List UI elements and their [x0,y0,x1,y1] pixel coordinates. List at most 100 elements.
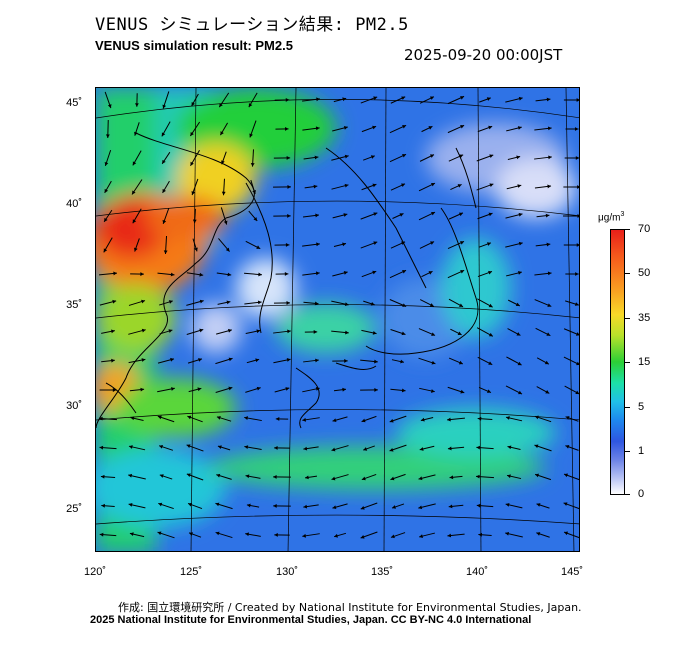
coastlines [96,132,479,429]
wind-arrow-head [104,217,108,222]
wind-arrow-head [575,272,579,276]
wind-arrow-head [107,104,112,109]
wind-arrow-head [517,126,522,130]
wind-arrow-head [104,188,109,193]
wind-arrow-head [374,359,378,364]
wind-arrow-head [373,241,378,245]
wind-arrow-head [518,390,523,395]
wind-arrow-head [373,212,378,216]
wind-arrow-head [565,416,570,420]
wind-arrow-head [428,126,433,130]
lat-label: 30˚ [66,400,82,412]
wind-arrow-head [563,502,568,506]
wind-arrow-head [564,531,569,536]
wind-arrow-head [134,103,139,107]
wind-arrow-head [315,271,320,276]
wind-arrow-head [191,101,196,106]
wind-arrow-head [171,387,175,391]
lon-label: 130˚ [275,566,299,578]
wind-arrow-head [162,219,167,224]
wind-arrow-head [245,474,250,479]
forecast-timestamp: 2025-09-20 00:00JST [404,46,563,64]
wind-arrow-head [460,96,465,100]
wind-arrow-head [360,505,365,510]
wind-arrow-head [546,242,551,247]
wind-arrow-head [486,389,491,393]
wind-arrow-head [401,183,406,188]
wind-arrow-head [255,358,260,363]
wind-arrow-head [458,360,463,365]
wind-arrow-head [505,531,510,536]
wind-arrow-head [256,329,261,334]
wind-arrow-head [535,473,540,478]
colorbar-tick [625,318,630,319]
colorbar-label: 35 [638,312,651,324]
lon-label: 145˚ [560,566,584,578]
wind-arrow-head [429,96,434,100]
lon-label: 135˚ [370,566,394,578]
lat-label: 40˚ [66,198,82,210]
wind-arrow-head [546,332,551,336]
wind-arrow-head [221,191,226,196]
wind-arrow-head [548,155,552,160]
wind-arrow-head [225,247,230,252]
wind-arrow-head [104,161,109,166]
wind-arrow-head [401,96,406,100]
wind-arrow-head [428,271,433,275]
wind-arrow-head [420,417,425,422]
wind-arrow-head [576,243,579,247]
wind-arrow-head [161,132,166,137]
wind-arrow-head [258,272,262,277]
wind-arrow-head [418,476,423,481]
wind-arrow-head [216,473,221,478]
wind-arrow-head [303,446,308,451]
wind-arrow-head [486,97,491,101]
wind-arrow-head [390,534,395,539]
wind-arrow-head [285,127,289,131]
wind-arrow-head [430,211,435,216]
wind-arrow-head [302,533,307,538]
wind-arrow-head [159,444,164,449]
wind-arrow-head [303,504,308,509]
colorbar-label: 70 [638,223,651,235]
wind-arrow-head [313,330,318,334]
wind-arrow-head [488,332,493,337]
wind-arrow-head [158,502,163,507]
wind-arrow-head [99,445,104,450]
wind-arrow-head [460,270,465,274]
wind-arrow-head [199,272,204,277]
wind-arrow-head [168,300,173,304]
wind-arrow-head [192,219,197,224]
wind-arrow-head [372,270,377,275]
wind-arrow-head [507,445,512,450]
wind-arrow-head [216,416,221,420]
wind-arrow-head [286,301,291,305]
lat-label: 35˚ [66,299,82,311]
wind-arrow-head [163,250,168,254]
wind-arrow-head [244,445,249,449]
wind-arrow-head [285,387,290,391]
wind-arrow-head [197,387,202,392]
wind-arrow-head [515,302,520,307]
lat-label: 45˚ [66,97,82,109]
wind-arrow-head [478,532,483,537]
wind-arrow-head [564,473,569,478]
wind-arrow-head [547,303,552,307]
wind-arrow-head [245,532,250,537]
wind-arrow-head [285,243,290,247]
wind-arrow-head [448,504,453,509]
wind-arrow-head [460,125,465,129]
wind-arrow-head [547,271,552,276]
wind-arrow-head [227,328,232,333]
wind-arrow-head [191,191,196,196]
page-title-jp: VENUS シミュレーション結果: PM2.5 [95,15,409,35]
wind-arrow-head [459,154,464,158]
wind-arrow-head [476,503,481,508]
pm25-map [95,87,580,552]
wind-arrow-head [105,134,110,138]
pm25-map-canvas [96,88,579,551]
wind-arrow-head [217,445,222,450]
wind-arrow-head [344,154,349,159]
wind-arrow-head [228,386,233,391]
wind-arrow-head [194,247,198,252]
